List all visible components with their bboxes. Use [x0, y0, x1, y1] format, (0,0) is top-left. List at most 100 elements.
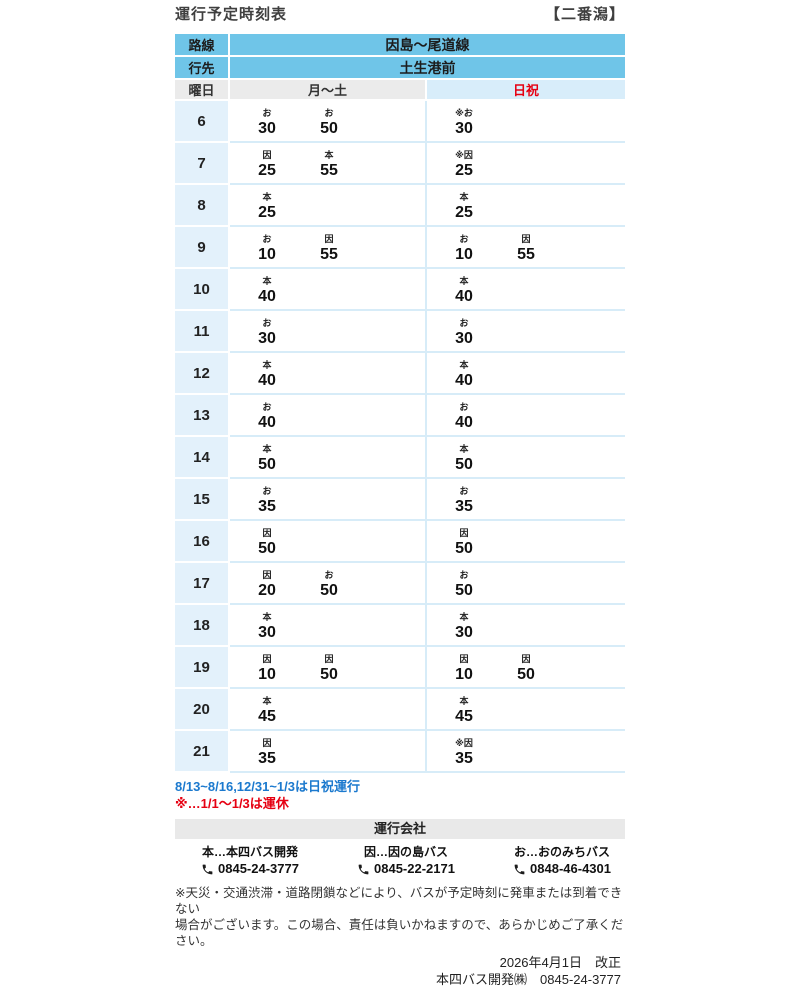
table-row: 11 お 30 お 30	[175, 311, 625, 353]
time-entry: 本 45	[236, 692, 298, 727]
minute-value: 30	[258, 329, 276, 347]
company-item: 因…因の島バス 0845-22-2171	[357, 844, 455, 878]
minute-value: 30	[455, 623, 473, 641]
company-mark: 本	[459, 359, 469, 370]
hour-cell: 21	[175, 731, 230, 773]
time-entry: お 30	[433, 314, 495, 349]
company-phone: 0845-22-2171	[357, 860, 455, 878]
destination-label: 行先	[175, 57, 230, 80]
time-entry: 因 10	[433, 650, 495, 685]
table-row: 19 因 10 因 50 因 10 因 50	[175, 647, 625, 689]
company-item: お…おのみちバス 0848-46-4301	[513, 844, 611, 878]
minute-value: 25	[258, 161, 276, 179]
phone-number: 0848-46-4301	[530, 861, 611, 876]
stop-name: 【二番潟】	[544, 6, 625, 23]
company-mark: お	[324, 107, 334, 118]
weekday-times-cell: 本 40	[230, 353, 427, 395]
companies-header: 運行会社	[175, 819, 625, 839]
time-slots: 本 25	[427, 188, 625, 223]
company-mark: ※お	[455, 107, 473, 118]
time-entry: お 40	[236, 398, 298, 433]
minute-value: 50	[320, 119, 338, 137]
minute-value: 25	[455, 161, 473, 179]
holiday-times-cell: ※因 35	[427, 731, 625, 773]
hour-cell: 20	[175, 689, 230, 731]
table-row: 7 因 25 本 55 ※因 25	[175, 143, 625, 185]
destination-value: 土生港前	[230, 57, 625, 80]
page: 運行予定時刻表 【二番潟】 路線 因島〜尾道線 行先 土生港前 曜日 月〜土 日…	[175, 0, 625, 988]
company-mark: ※因	[455, 149, 473, 160]
hour-cell: 12	[175, 353, 230, 395]
holiday-times-cell: ※お 30	[427, 101, 625, 143]
weekday-times-cell: 本 40	[230, 269, 427, 311]
weekday-times-cell: 因 10 因 50	[230, 647, 427, 689]
holiday-times-cell: 因 50	[427, 521, 625, 563]
time-entry: 本 25	[236, 188, 298, 223]
phone-icon	[202, 864, 213, 874]
minute-value: 30	[455, 329, 473, 347]
table-row: 13 お 40 お 40	[175, 395, 625, 437]
time-slots: 本 30	[230, 608, 425, 643]
time-slots: 因 10 因 50	[427, 650, 625, 685]
company-mark: 本	[459, 275, 469, 286]
time-slots: ※お 30	[427, 104, 625, 139]
minute-value: 30	[258, 623, 276, 641]
time-entry: お 50	[298, 104, 360, 139]
minute-value: 20	[258, 581, 276, 599]
hour-cell: 8	[175, 185, 230, 227]
minute-value: 55	[320, 161, 338, 179]
time-entry: お 35	[433, 482, 495, 517]
time-entry: お 50	[298, 566, 360, 601]
holiday-times-cell: お 35	[427, 479, 625, 521]
time-entry: 本 40	[433, 356, 495, 391]
holiday-times-cell: 本 45	[427, 689, 625, 731]
company-item: 本…本四バス開発 0845-24-3777	[201, 844, 299, 878]
minute-value: 50	[320, 665, 338, 683]
time-slots: 本 40	[427, 356, 625, 391]
hour-cell: 9	[175, 227, 230, 269]
time-entry: 因 50	[433, 524, 495, 559]
company-mark: 因	[324, 233, 334, 244]
companies-list: 本…本四バス開発 0845-24-3777 因…因の島バス 0845-22-2171 お…	[175, 839, 625, 880]
minute-value: 55	[517, 245, 535, 263]
phone-icon	[514, 864, 525, 874]
company-mark: 本	[262, 191, 272, 202]
time-entry: 本 30	[236, 608, 298, 643]
time-entry: 因 10	[236, 650, 298, 685]
note-holiday-operation: 8/13~8/16,12/31~1/3は日祝運行	[175, 779, 361, 794]
company-mark: 本	[262, 443, 272, 454]
company-mark: お	[262, 485, 272, 496]
table-row: 21 因 35 ※因 35	[175, 731, 625, 773]
disclaimer-line2: 場合がございます。この場合、責任は負いかねますので、あらかじめご了承ください。	[175, 918, 624, 948]
company-mark: 本	[262, 359, 272, 370]
weekday-times-cell: 本 50	[230, 437, 427, 479]
time-slots: 本 40	[427, 272, 625, 307]
time-entry: お 30	[236, 314, 298, 349]
time-entry: 因 55	[495, 230, 557, 265]
company-phone: 0845-24-3777	[201, 860, 299, 878]
minute-value: 35	[455, 497, 473, 515]
time-entry: 因 35	[236, 734, 298, 769]
company-mark: 因	[521, 653, 531, 664]
company-mark: 本	[262, 275, 272, 286]
time-slots: 因 25 本 55	[230, 146, 425, 181]
time-entry: 因 55	[298, 230, 360, 265]
company-mark: 因	[262, 569, 272, 580]
time-entry: 因 50	[298, 650, 360, 685]
day-label: 曜日	[175, 80, 230, 101]
company-mark: 因	[262, 527, 272, 538]
company-name: 本…本四バス開発	[201, 845, 298, 859]
company-mark: ※因	[455, 737, 473, 748]
holiday-header: 日祝	[427, 80, 625, 101]
time-slots: お 35	[427, 482, 625, 517]
company-mark: お	[459, 485, 469, 496]
time-entry: 本 45	[433, 692, 495, 727]
minute-value: 35	[258, 749, 276, 767]
minute-value: 50	[258, 539, 276, 557]
company-phone: 0848-46-4301	[513, 860, 611, 878]
holiday-times-cell: お 40	[427, 395, 625, 437]
minute-value: 35	[258, 497, 276, 515]
hour-cell: 14	[175, 437, 230, 479]
holiday-times-cell: お 30	[427, 311, 625, 353]
time-entry: 本 40	[236, 356, 298, 391]
